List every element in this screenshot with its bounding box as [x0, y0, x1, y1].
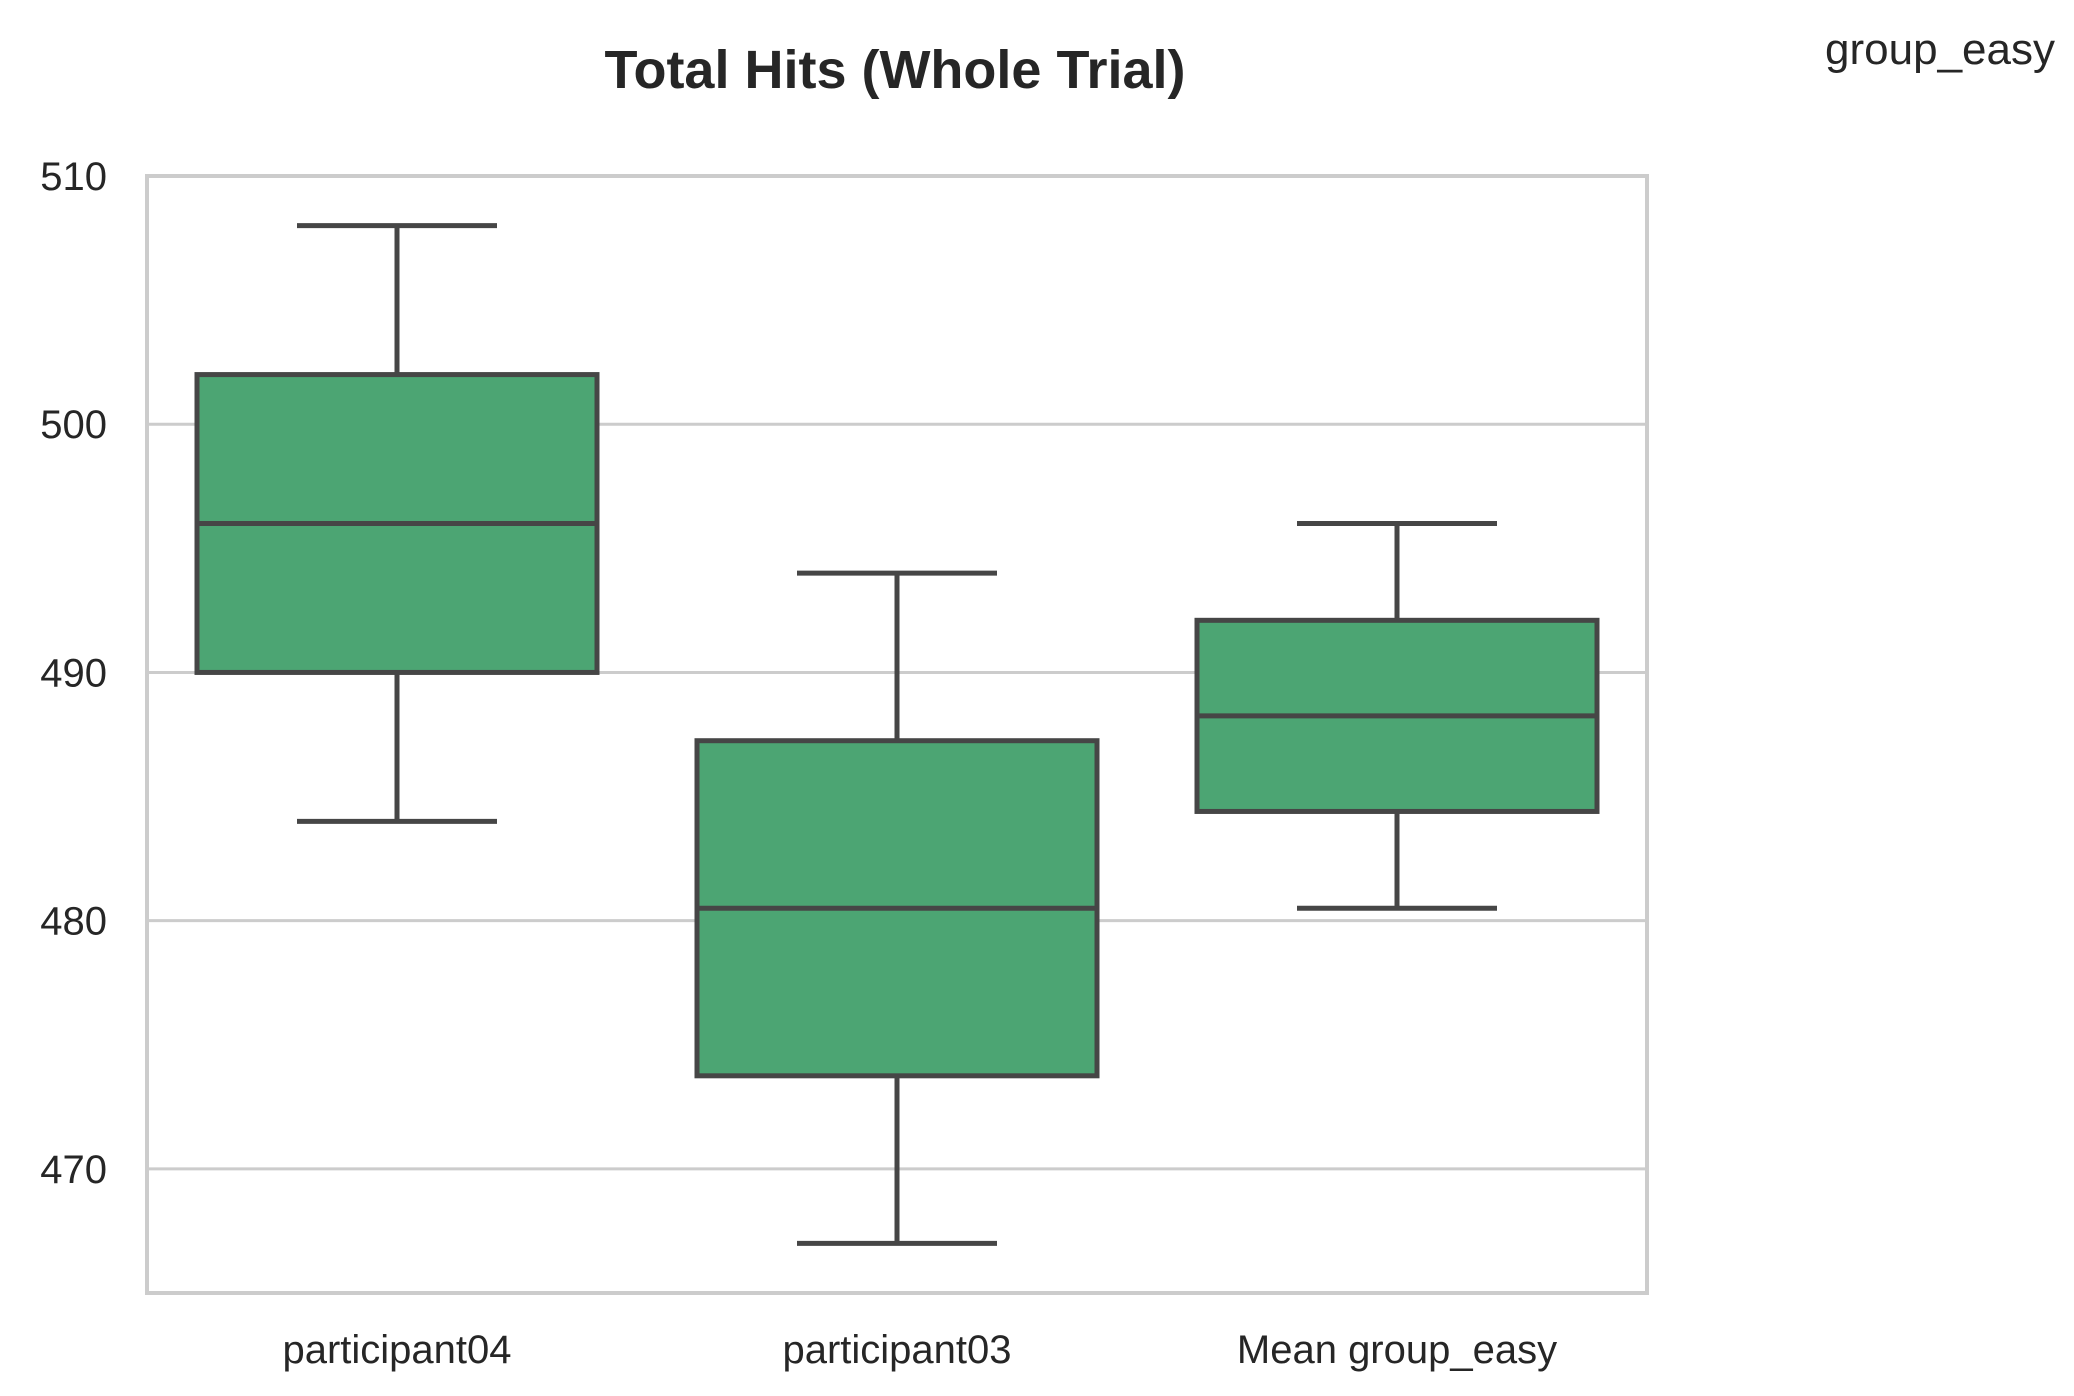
y-tick-label: 490 [40, 651, 107, 695]
y-tick-label: 500 [40, 403, 107, 447]
y-tick-label: 470 [40, 1148, 107, 1192]
y-tick-label: 480 [40, 900, 107, 944]
boxes [194, 223, 1600, 1246]
group-label: group_easy [1825, 25, 2055, 74]
x-axis-ticks: participant04 participant03 Mean group_eas… [282, 1328, 1557, 1372]
y-tick-label: 510 [40, 155, 107, 199]
box-0 [194, 223, 600, 824]
x-tick-label: participant04 [282, 1328, 511, 1372]
x-tick-label: participant03 [782, 1328, 1011, 1372]
x-tick-label: Mean group_easy [1237, 1328, 1557, 1372]
y-axis-ticks: 470 480 490 500 510 [40, 155, 107, 1192]
plot-frame [145, 174, 1649, 1295]
box-2 [1194, 521, 1600, 911]
box-1 [694, 570, 1100, 1246]
chart-title: Total Hits (Whole Trial) [604, 40, 1185, 100]
